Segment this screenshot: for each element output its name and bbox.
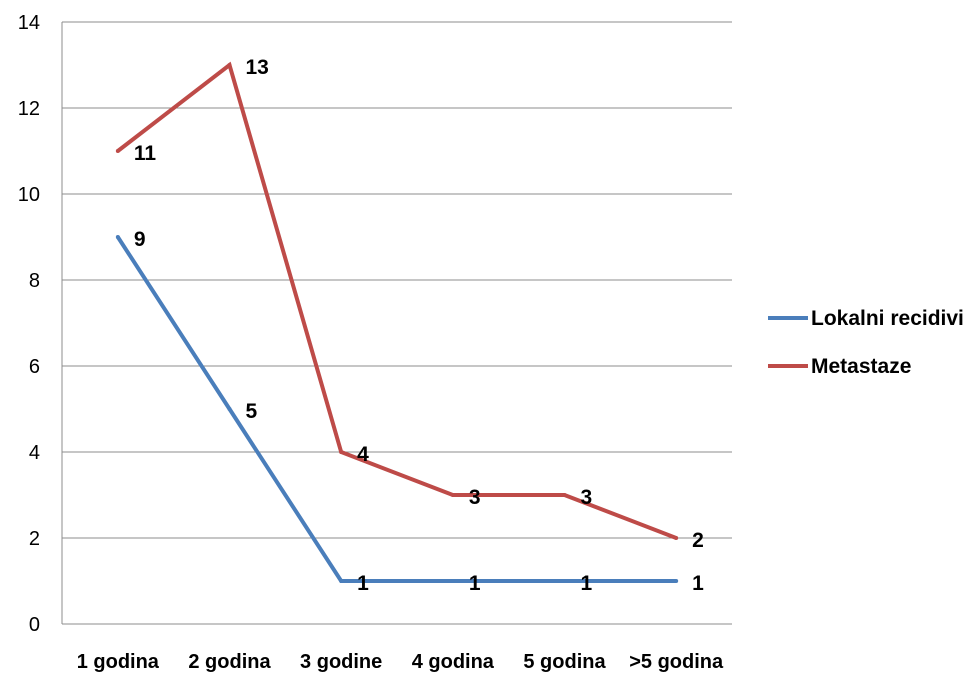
y-tick-label: 10 bbox=[18, 184, 40, 206]
x-tick-label: >5 godina bbox=[629, 651, 724, 673]
gridlines bbox=[62, 21, 732, 539]
data-point bbox=[115, 149, 120, 153]
data-label: 1 bbox=[469, 572, 481, 595]
legend: Lokalni recidivi Metastaze bbox=[768, 307, 964, 378]
data-label: 2 bbox=[692, 529, 704, 552]
y-tick-label: 6 bbox=[29, 356, 40, 378]
y-tick-label: 2 bbox=[29, 528, 40, 550]
legend-label: Metastaze bbox=[811, 355, 911, 378]
y-tick-label: 0 bbox=[29, 614, 40, 636]
x-tick-label: 4 godina bbox=[412, 651, 495, 673]
data-label: 1 bbox=[357, 572, 369, 595]
y-tick-label: 12 bbox=[18, 98, 40, 120]
x-tick-label: 1 godina bbox=[77, 651, 160, 673]
data-point bbox=[339, 579, 344, 583]
y-axis: 0 2 4 6 8 10 12 14 bbox=[18, 12, 63, 636]
data-label: 13 bbox=[246, 56, 269, 79]
data-point bbox=[562, 493, 567, 497]
x-tick-label: 2 godina bbox=[188, 651, 271, 673]
data-label: 11 bbox=[134, 142, 157, 165]
data-point bbox=[450, 493, 455, 497]
data-point bbox=[339, 450, 344, 454]
data-label: 3 bbox=[469, 486, 481, 509]
series-line-0 bbox=[116, 235, 677, 583]
x-axis: 1 godina 2 godina 3 godine 4 godina 5 godina… bbox=[62, 623, 732, 673]
data-label: 3 bbox=[581, 486, 593, 509]
data-point bbox=[674, 536, 679, 540]
series-group bbox=[115, 61, 679, 583]
data-point bbox=[562, 579, 567, 583]
series-line-1 bbox=[116, 61, 677, 540]
data-point bbox=[227, 63, 232, 67]
x-tick-label: 5 godina bbox=[523, 651, 606, 673]
legend-label: Lokalni recidivi bbox=[811, 307, 964, 330]
data-label: 1 bbox=[692, 572, 704, 595]
data-label: 4 bbox=[357, 443, 369, 466]
x-tick-label: 3 godine bbox=[300, 651, 382, 673]
data-point bbox=[674, 579, 679, 583]
data-label: 9 bbox=[134, 228, 146, 251]
data-point bbox=[450, 579, 455, 583]
data-point bbox=[115, 235, 120, 239]
y-tick-label: 4 bbox=[29, 442, 40, 464]
data-label: 1 bbox=[581, 572, 593, 595]
y-tick-label: 14 bbox=[18, 12, 40, 34]
y-tick-label: 8 bbox=[29, 270, 40, 292]
data-label: 5 bbox=[246, 400, 258, 423]
data-point bbox=[227, 407, 232, 411]
